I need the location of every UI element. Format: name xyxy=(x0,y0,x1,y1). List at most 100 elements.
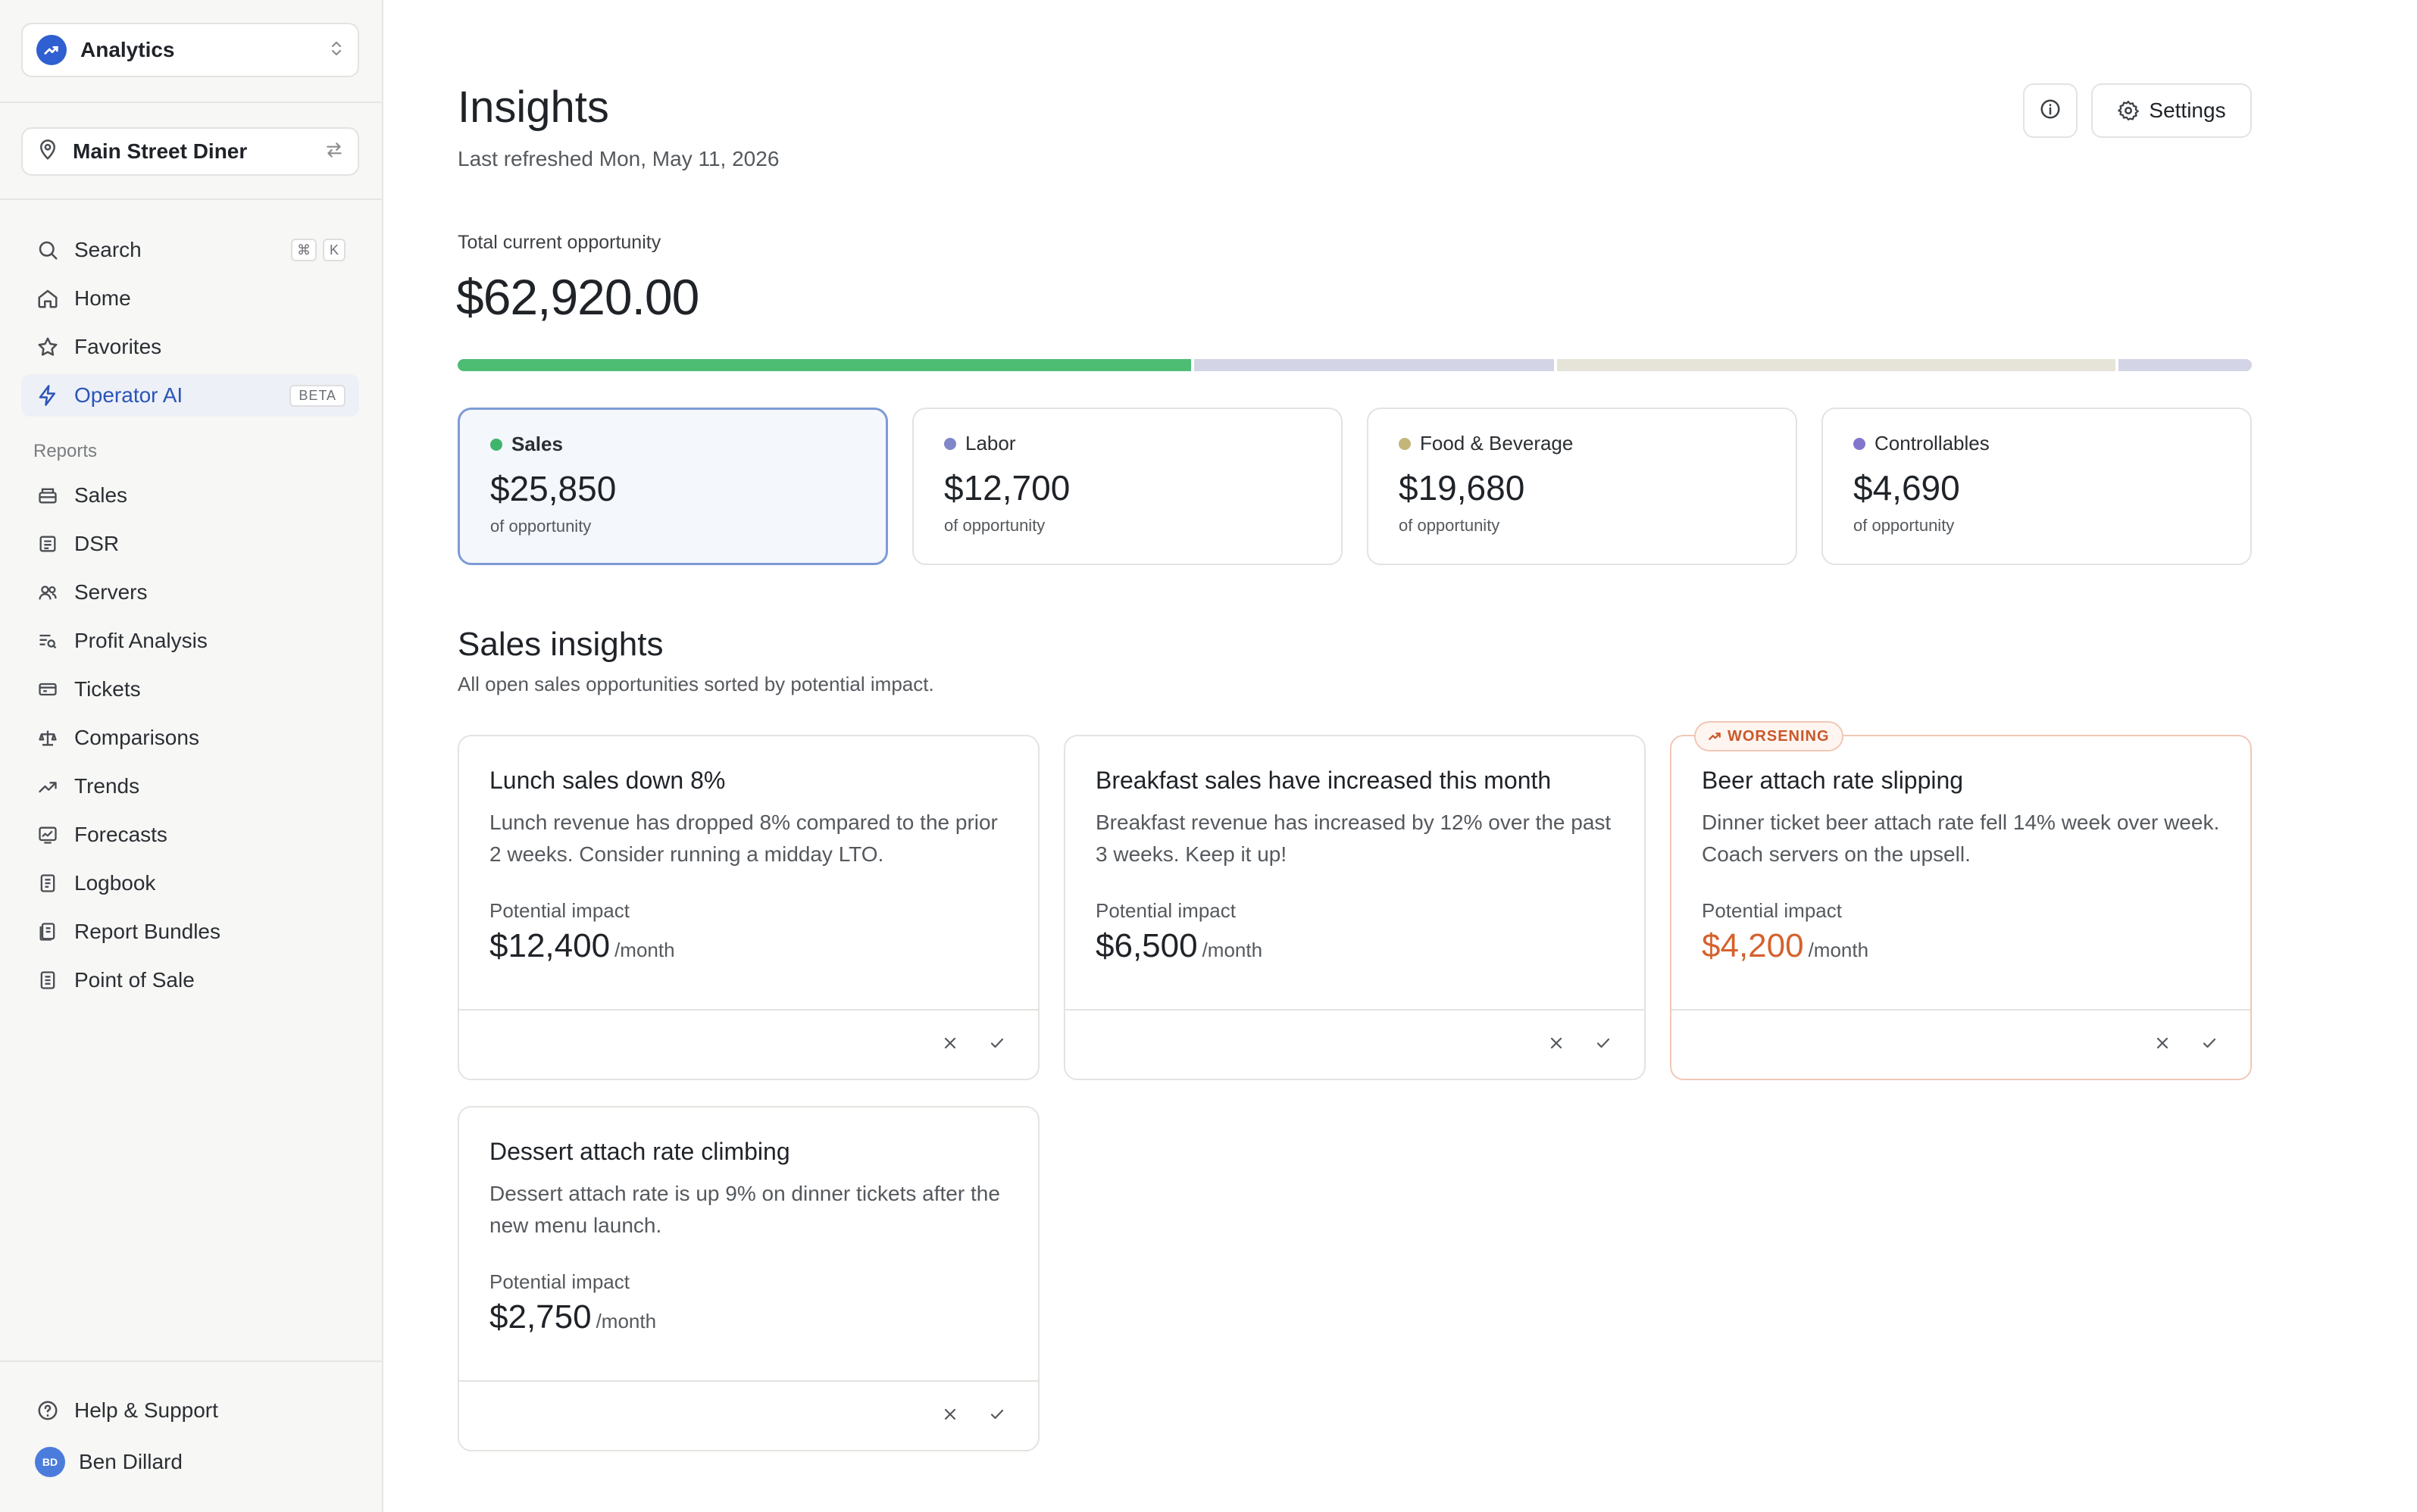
sidebar-item-comparisons[interactable]: Comparisons xyxy=(21,717,359,759)
sidebar: Analytics Main Street Diner Search ⌘ K H… xyxy=(0,0,383,1512)
sidebar-item-label: Point of Sale xyxy=(74,968,195,992)
list-search-icon xyxy=(35,628,61,654)
dismiss-button[interactable] xyxy=(1546,1034,1567,1055)
app-name: Analytics xyxy=(80,38,175,61)
opportunity-segment xyxy=(458,359,1191,371)
home-icon xyxy=(35,286,61,311)
opportunity-segment xyxy=(2118,359,2252,371)
ticket-icon xyxy=(35,676,61,702)
opportunity-segment xyxy=(1557,359,2116,371)
sidebar-item-point-of-sale[interactable]: Point of Sale xyxy=(21,959,359,1001)
category-sub: of opportunity xyxy=(490,517,592,536)
worsening-badge: WORSENING xyxy=(1694,721,1843,751)
impact-value: $4,200 xyxy=(1702,927,1804,964)
insight-title: Lunch sales down 8% xyxy=(489,767,726,794)
impact-value: $2,750 xyxy=(489,1298,592,1335)
insight-card[interactable]: Dessert attach rate climbing Dessert att… xyxy=(458,1106,1040,1451)
sidebar-item-label: Profit Analysis xyxy=(74,629,208,652)
insight-description: Dessert attach rate is up 9% on dinner t… xyxy=(489,1182,1000,1237)
sidebar-item-search[interactable]: Search ⌘ K xyxy=(21,229,359,271)
sidebar-item-trends[interactable]: Trends xyxy=(21,765,359,808)
impact-value: $12,400 xyxy=(489,927,611,964)
category-card-labor[interactable]: Labor $12,700 of opportunity xyxy=(912,408,1343,565)
sidebar-item-home[interactable]: Home xyxy=(21,277,359,320)
trend-up-icon xyxy=(35,773,61,799)
sidebar-item-profit-analysis[interactable]: Profit Analysis xyxy=(21,620,359,662)
category-value: $4,690 xyxy=(1853,468,1960,508)
sidebar-item-label: Trends xyxy=(74,774,140,798)
info-button[interactable] xyxy=(2023,83,2078,138)
insight-description: Breakfast revenue has increased by 12% o… xyxy=(1096,811,1612,866)
sidebar-item-report-bundles[interactable]: Report Bundles xyxy=(21,911,359,953)
accept-button[interactable] xyxy=(986,1405,1008,1426)
impact-label: Potential impact xyxy=(1096,899,1236,922)
sidebar-item-label: Comparisons xyxy=(74,726,199,749)
app-switcher[interactable]: Analytics xyxy=(21,23,359,77)
impact-unit: /month xyxy=(1808,939,1869,961)
category-card-sales[interactable]: Sales $25,850 of opportunity xyxy=(458,408,888,565)
sidebar-item-operator-ai[interactable]: Operator AI BETA xyxy=(21,374,359,417)
insight-title: Breakfast sales have increased this mont… xyxy=(1096,767,1552,794)
beta-badge: BETA xyxy=(289,384,346,407)
sidebar-item-label: Sales xyxy=(74,483,128,507)
sidebar-item-label: Home xyxy=(74,286,131,310)
dismiss-button[interactable] xyxy=(940,1405,961,1426)
logbook-icon xyxy=(35,870,61,896)
impact-value: $6,500 xyxy=(1096,927,1198,964)
category-name: Food & Beverage xyxy=(1420,432,1574,455)
category-card-controllables[interactable]: Controllables $4,690 of opportunity xyxy=(1821,408,2252,565)
insight-card[interactable]: Lunch sales down 8% Lunch revenue has dr… xyxy=(458,735,1040,1080)
dismiss-button[interactable] xyxy=(2152,1034,2173,1055)
sidebar-item-forecasts[interactable]: Forecasts xyxy=(21,814,359,856)
impact-label: Potential impact xyxy=(1702,899,1842,922)
sidebar-item-label: Servers xyxy=(74,580,148,604)
sidebar-item-servers[interactable]: Servers xyxy=(21,571,359,614)
total-opportunity-value: $62,920.00 xyxy=(456,269,699,325)
sidebar-item-label: Search xyxy=(74,238,142,261)
info-icon xyxy=(2039,98,2062,124)
sidebar-item-label: Favorites xyxy=(74,335,162,358)
section-title: Sales insights xyxy=(458,626,664,663)
shortcut-key: K xyxy=(323,239,346,261)
sidebar-item-help[interactable]: Help & Support xyxy=(21,1389,359,1432)
accept-button[interactable] xyxy=(1593,1034,1614,1055)
sidebar-item-label: Tickets xyxy=(74,677,141,701)
check-icon xyxy=(1594,1034,1612,1056)
accept-button[interactable] xyxy=(986,1034,1008,1055)
accept-button[interactable] xyxy=(2199,1034,2220,1055)
user-profile[interactable]: BD Ben Dillard xyxy=(21,1441,359,1483)
close-icon xyxy=(1547,1034,1565,1056)
opportunity-segment xyxy=(1193,359,1555,371)
reports-section-label: Reports xyxy=(33,441,98,461)
sidebar-item-sales[interactable]: Sales xyxy=(21,474,359,517)
sidebar-item-label: Logbook xyxy=(74,871,156,895)
impact-label: Potential impact xyxy=(489,1270,630,1293)
impact-unit: /month xyxy=(1202,939,1263,961)
location-name: Main Street Diner xyxy=(73,139,248,163)
page-title: Insights xyxy=(458,83,609,132)
trend-icon xyxy=(1708,729,1721,743)
avatar: BD xyxy=(35,1447,65,1477)
pos-icon xyxy=(35,967,61,993)
category-name: Controllables xyxy=(1875,432,1990,455)
sidebar-item-logbook[interactable]: Logbook xyxy=(21,862,359,904)
insight-card[interactable]: Breakfast sales have increased this mont… xyxy=(1064,735,1646,1080)
check-icon xyxy=(2200,1034,2218,1056)
check-icon xyxy=(988,1405,1006,1427)
sidebar-item-dsr[interactable]: DSR xyxy=(21,523,359,565)
sidebar-item-label: Forecasts xyxy=(74,823,167,846)
sidebar-item-label: DSR xyxy=(74,532,120,555)
sidebar-item-favorites[interactable]: Favorites xyxy=(21,326,359,368)
location-switcher[interactable]: Main Street Diner xyxy=(21,127,359,176)
insight-card-worsening[interactable]: WORSENING Beer attach rate slipping Dinn… xyxy=(1670,721,2252,1080)
category-card-food-beverage[interactable]: Food & Beverage $19,680 of opportunity xyxy=(1367,408,1797,565)
category-value: $19,680 xyxy=(1399,468,1525,508)
help-circle-icon xyxy=(35,1398,61,1423)
settings-button[interactable]: Settings xyxy=(2091,83,2252,138)
document-list-icon xyxy=(35,531,61,557)
sidebar-item-tickets[interactable]: Tickets xyxy=(21,668,359,711)
bundle-icon xyxy=(35,919,61,945)
scale-icon xyxy=(35,725,61,751)
controllables-dot-icon xyxy=(1853,437,1865,450)
dismiss-button[interactable] xyxy=(940,1034,961,1055)
